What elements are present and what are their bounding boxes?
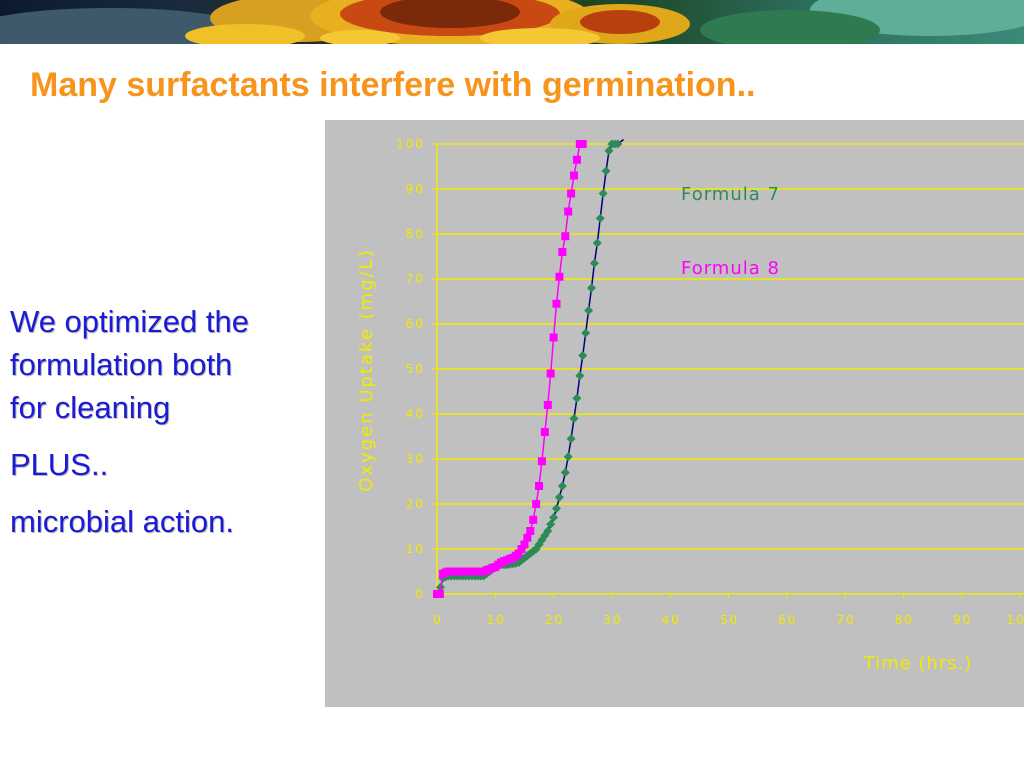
formula-7-point (592, 238, 602, 248)
slide-body-text: We optimized the formulation both for cl… (10, 300, 320, 543)
slide-title: Many surfactants interfere with germinat… (30, 66, 756, 104)
body-line: We optimized the (10, 304, 249, 339)
formula-8-label: Formula 8 (681, 258, 780, 279)
formula-8-point (514, 549, 523, 558)
y-tick-label: 100 (396, 137, 425, 151)
y-tick-label: 0 (415, 587, 425, 601)
y-axis-title: Oxygen Uptake (mg/L) (356, 248, 377, 491)
x-axis-title: Time (hrs.) (863, 653, 973, 674)
y-tick-label: 40 (406, 407, 425, 421)
formula-7-point (613, 139, 623, 149)
formula-7-point (560, 468, 570, 477)
formula-7-point (554, 492, 564, 502)
y-tick-label: 20 (406, 497, 425, 511)
formula-8-point (570, 171, 579, 180)
flower-banner-graphic (0, 0, 1024, 44)
formula-8-point (564, 207, 573, 216)
formula-8-point (540, 428, 549, 436)
formula-8-point (435, 590, 444, 598)
y-tick-label: 30 (406, 452, 425, 466)
formula-7-point (601, 166, 611, 176)
formula-8-point (572, 155, 581, 164)
formula-7-label: Formula 7 (681, 184, 780, 205)
x-tick-label: 30 (603, 613, 622, 627)
formula-8-point (546, 369, 555, 378)
formula-8-point (537, 457, 546, 466)
x-tick-label: 80 (895, 613, 914, 627)
formula-7-point (584, 306, 594, 315)
formula-7-point (525, 549, 535, 558)
formula-7-point (569, 414, 579, 423)
x-tick-label: 50 (720, 613, 739, 627)
formula-7-point (598, 189, 608, 198)
formula-7-point (546, 519, 556, 529)
formula-8-point (578, 140, 587, 148)
formula-7-point (549, 513, 559, 522)
x-tick-label: 10 (487, 613, 506, 627)
body-line: for cleaning (10, 390, 171, 425)
formula-8-point (526, 527, 535, 535)
formula-8-point (517, 545, 526, 553)
formula-7-point (563, 452, 573, 462)
formula-7-point (595, 213, 605, 223)
x-tick-label: 100 (1007, 613, 1024, 627)
formula-7-point (578, 351, 588, 360)
formula-7-point (566, 434, 576, 444)
formula-8-point (520, 540, 529, 549)
body-line: microbial action. (10, 504, 234, 539)
x-tick-label: 70 (836, 613, 855, 627)
formula-8-point (558, 248, 567, 256)
y-tick-label: 60 (406, 317, 425, 331)
body-line: formulation both (10, 347, 233, 382)
formula-7-point (589, 258, 599, 268)
y-tick-label: 90 (406, 182, 425, 196)
formula-8-point (561, 232, 570, 241)
body-line: PLUS.. (10, 447, 109, 482)
y-tick-label: 10 (406, 542, 425, 556)
y-tick-label: 80 (406, 227, 425, 241)
x-tick-label: 20 (545, 613, 564, 627)
formula-8-point (555, 272, 564, 281)
formula-7-point (534, 540, 544, 549)
formula-7-point (586, 283, 596, 293)
formula-7-point (575, 371, 585, 381)
x-tick-label: 40 (662, 613, 681, 627)
oxygen-uptake-chart: 0 10 20 30 40 50 60 70 80 90 100 0 10 20 30 40 50 60 70 80 9… (325, 120, 1024, 707)
formula-8-point (523, 533, 532, 542)
formula-8-point (567, 189, 576, 198)
formula-8-point (552, 299, 561, 308)
y-tick-label: 70 (406, 272, 425, 286)
formula-7-point (552, 504, 562, 513)
header-banner-image (0, 0, 1024, 44)
formula-8-point (535, 482, 544, 490)
formula-7-point (604, 146, 614, 156)
y-tick-label: 50 (406, 362, 425, 376)
formula-8-point (532, 500, 541, 508)
x-tick-label: 90 (953, 613, 972, 627)
formula-8-point (543, 401, 552, 409)
x-tick-label: 0 (433, 613, 443, 627)
formula-7-point (557, 481, 567, 491)
formula-7-point (581, 328, 591, 338)
formula-8-point (529, 515, 538, 524)
formula-7-point (543, 526, 553, 536)
formula-8-point (549, 333, 558, 342)
x-tick-label: 60 (778, 613, 797, 627)
